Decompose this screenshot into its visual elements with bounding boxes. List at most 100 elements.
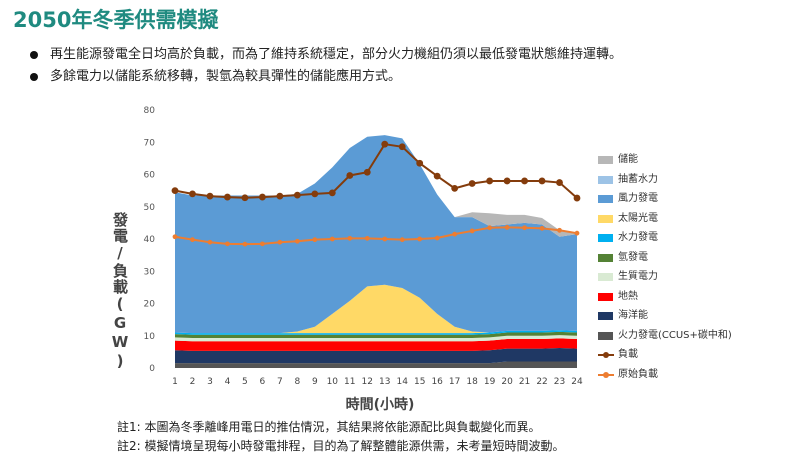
- y-tick-label: 20: [144, 300, 156, 310]
- footnote-2: 註2: 模擬情境呈現每小時發電排程，目的為了解整體能源供需，未考量短時間波動。: [117, 439, 565, 453]
- point-原始負載: [504, 224, 510, 230]
- y-tick-label: 10: [144, 332, 156, 342]
- point-負載: [276, 192, 284, 200]
- bullet-text: 再生能源發電全日均高於負載，而為了維持系統穩定，部分火力機組仍須以最低發電狀態維…: [50, 47, 623, 62]
- legend-item-儲能: 儲能: [598, 150, 732, 170]
- point-負載: [206, 192, 214, 200]
- bullet-list: 再生能源發電全日均高於負載，而為了維持系統穩定，部分火力機組仍須以最低發電狀態維…: [28, 44, 798, 88]
- point-負載: [328, 189, 336, 197]
- legend-swatch-icon: [598, 175, 613, 184]
- point-負載: [486, 177, 494, 185]
- area-地熱: [175, 338, 577, 351]
- bullet-item: 多餘電力以儲能系統移轉，製氫為較具彈性的儲能應用方式。: [28, 66, 798, 88]
- x-tick-label: 15: [414, 377, 425, 387]
- point-負載: [363, 168, 371, 176]
- legend-label: 抽蓄水力: [618, 173, 658, 185]
- y-axis-label: 發電/負載(GW): [111, 212, 129, 371]
- x-tick-label: 19: [484, 377, 496, 387]
- point-原始負載: [574, 230, 580, 236]
- point-原始負載: [242, 241, 248, 247]
- x-tick-label: 2: [190, 377, 196, 387]
- x-tick-label: 12: [362, 377, 373, 387]
- point-原始負載: [277, 239, 283, 245]
- point-負載: [189, 190, 196, 198]
- legend-label: 火力發電(CCUS+碳中和): [618, 329, 732, 341]
- point-原始負載: [172, 234, 178, 240]
- x-tick-label: 24: [571, 377, 583, 387]
- bullet-dot-icon: [30, 51, 38, 59]
- area-水力發電: [175, 330, 577, 335]
- point-原始負載: [417, 236, 423, 242]
- point-原始負載: [207, 239, 213, 245]
- legend-swatch-icon: [598, 331, 613, 340]
- y-tick-label: 50: [144, 203, 156, 213]
- point-原始負載: [259, 241, 265, 247]
- area-風力發電: [175, 135, 577, 334]
- footnote-1: 註1: 本圖為冬季離峰用電日的推估情況，其結果將依能源配比與負載變化而異。: [117, 420, 541, 434]
- point-原始負載: [190, 237, 195, 243]
- legend-label: 太陽光電: [618, 212, 658, 224]
- y-tick-label: 70: [144, 138, 156, 148]
- point-原始負載: [487, 225, 493, 231]
- point-負載: [311, 190, 319, 198]
- x-axis-label: 時間(小時): [346, 396, 415, 413]
- page-title: 2050年冬季供需模擬: [13, 8, 219, 32]
- x-tick-label: 11: [344, 377, 355, 387]
- x-tick-label: 18: [466, 377, 478, 387]
- x-tick-label: 4: [225, 377, 231, 387]
- point-原始負載: [399, 237, 405, 243]
- area-氫發電: [175, 331, 577, 339]
- legend-item-太陽光電: 太陽光電: [598, 209, 732, 229]
- point-負載: [171, 187, 179, 195]
- point-原始負載: [557, 227, 562, 233]
- legend-line-icon: [598, 371, 614, 378]
- legend-item-火力發電-CCUS-碳中和: 火力發電(CCUS+碳中和): [598, 326, 732, 346]
- legend-label: 氫發電: [618, 251, 648, 263]
- x-tick-label: 21: [519, 377, 530, 387]
- chart-legend: 儲能 抽蓄水力 風力發電 太陽光電 水力發電 氫發電 生質電力 地熱 海洋能 火力發電(CCUS+…: [598, 150, 732, 384]
- point-原始負載: [364, 235, 370, 241]
- point-原始負載: [347, 235, 353, 241]
- y-tick-label: 0: [149, 364, 155, 374]
- legend-label: 地熱: [618, 290, 638, 302]
- point-負載: [538, 177, 546, 185]
- point-負載: [224, 193, 231, 201]
- legend-label: 風力發電: [618, 193, 658, 204]
- legend-item-氫發電: 氫發電: [598, 248, 732, 268]
- point-原始負載: [312, 237, 318, 243]
- point-負載: [416, 159, 424, 167]
- legend-label: 海洋能: [618, 310, 648, 321]
- legend-swatch-icon: [598, 312, 613, 320]
- y-tick-label: 60: [144, 171, 156, 181]
- legend-swatch-icon: [598, 234, 613, 242]
- x-tick-label: 9: [312, 377, 318, 387]
- point-負載: [468, 180, 476, 187]
- y-tick-label: 80: [144, 106, 156, 116]
- legend-swatch-icon: [598, 214, 613, 223]
- point-負載: [258, 193, 266, 201]
- area-太陽光電: [175, 284, 577, 334]
- bullet-text: 多餘電力以儲能系統移轉，製氫為較具彈性的儲能應用方式。: [50, 69, 402, 84]
- point-負載: [241, 194, 249, 202]
- point-原始負載: [522, 225, 527, 231]
- legend-swatch-icon: [598, 292, 613, 301]
- x-tick-label: 3: [207, 377, 213, 387]
- point-原始負載: [382, 236, 388, 242]
- area-生質電力: [175, 335, 577, 342]
- x-tick-label: 22: [536, 377, 547, 387]
- point-原始負載: [539, 225, 545, 231]
- legend-swatch-icon: [598, 195, 613, 203]
- legend-swatch-icon: [598, 156, 613, 164]
- legend-swatch-icon: [598, 273, 613, 281]
- point-負載: [433, 172, 441, 180]
- point-負載: [451, 184, 459, 192]
- x-tick-label: 13: [379, 377, 390, 387]
- x-tick-label: 1: [172, 377, 178, 387]
- point-負載: [381, 140, 389, 148]
- point-負載: [398, 143, 406, 151]
- legend-item-水力發電: 水力發電: [598, 228, 732, 248]
- legend-item-負載: 負載: [598, 345, 732, 365]
- legend-swatch-icon: [598, 253, 613, 262]
- line-原始負載: [174, 226, 578, 246]
- y-tick-label: 40: [144, 235, 156, 245]
